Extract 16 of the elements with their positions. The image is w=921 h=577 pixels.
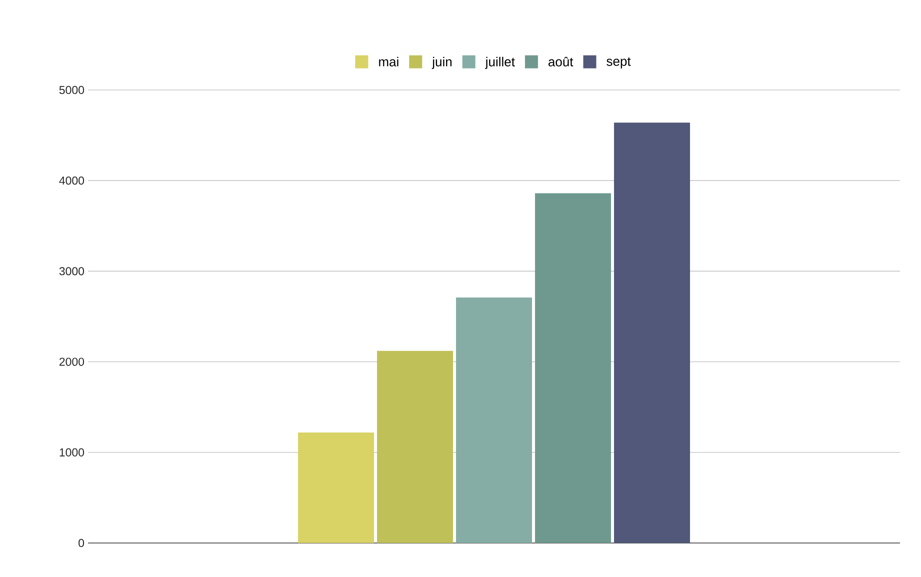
y-tick-label: 2000 xyxy=(59,358,84,366)
bar xyxy=(614,122,690,543)
bar xyxy=(298,432,374,543)
legend-label: mai xyxy=(379,56,398,66)
legend-label: sept xyxy=(606,57,631,68)
legend-label: août xyxy=(548,56,574,66)
y-tick-label: 0 xyxy=(78,538,84,548)
bar xyxy=(535,193,612,543)
y-tick-label: 3000 xyxy=(59,267,84,276)
legend-label: juillet xyxy=(485,56,515,69)
y-tick-label: 4000 xyxy=(59,176,84,185)
bar xyxy=(456,297,532,543)
y-tick-label: 5000 xyxy=(59,86,84,94)
bar xyxy=(377,350,454,543)
y-tick-label: 1000 xyxy=(60,448,84,456)
legend-label: juin xyxy=(432,56,452,69)
